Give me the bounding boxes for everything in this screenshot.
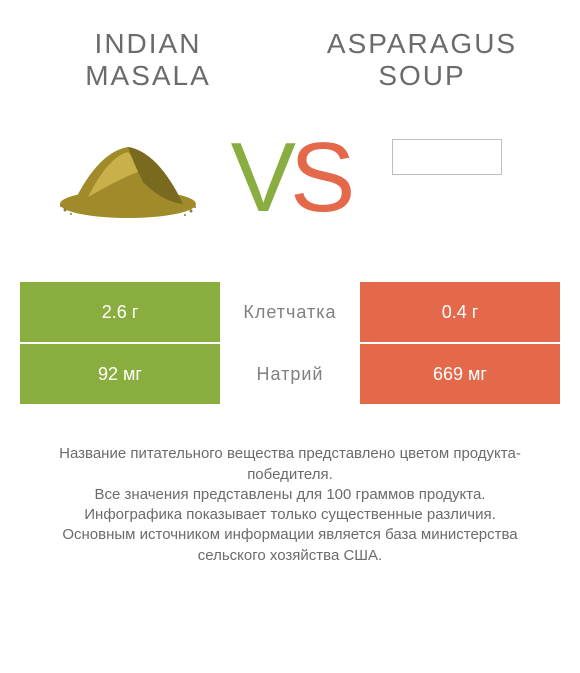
title-right-line2: SOUP	[378, 60, 465, 91]
title-right-line1: ASPARAGUS	[327, 28, 517, 59]
comparison-table: 2.6 гКлетчатка0.4 г92 мгНатрий669 мг	[20, 282, 560, 404]
header: INDIAN MASALA ASPARAGUS SOUP	[0, 0, 580, 92]
cell-label: Натрий	[220, 344, 360, 404]
footnote-line: Основным источником информации является …	[30, 525, 550, 566]
cell-label: Клетчатка	[220, 282, 360, 342]
vs-label: VS	[231, 128, 350, 226]
cell-left: 92 мг	[20, 344, 220, 404]
images-row: VS	[0, 92, 580, 252]
footnote-line: Все значения представлены для 100 граммо…	[30, 485, 550, 505]
table-row: 2.6 гКлетчатка0.4 г	[20, 282, 560, 342]
table-row: 92 мгНатрий669 мг	[20, 344, 560, 404]
product-image-right	[392, 139, 502, 175]
cell-right: 0.4 г	[360, 282, 560, 342]
vs-s: S	[290, 122, 349, 232]
product-title-right: ASPARAGUS SOUP	[312, 28, 532, 92]
cell-left: 2.6 г	[20, 282, 220, 342]
cell-right: 669 мг	[360, 344, 560, 404]
footnote: Название питательного вещества представл…	[30, 444, 550, 566]
title-left-line2: MASALA	[85, 60, 211, 91]
vs-v: V	[231, 122, 290, 232]
footnote-line: Название питательного вещества представл…	[30, 444, 550, 485]
product-image-left	[48, 117, 208, 237]
product-title-left: INDIAN MASALA	[48, 28, 248, 92]
title-left-line1: INDIAN	[95, 28, 202, 59]
spice-pile-icon	[53, 132, 203, 222]
footnote-line: Инфографика показывает только существенн…	[30, 505, 550, 525]
